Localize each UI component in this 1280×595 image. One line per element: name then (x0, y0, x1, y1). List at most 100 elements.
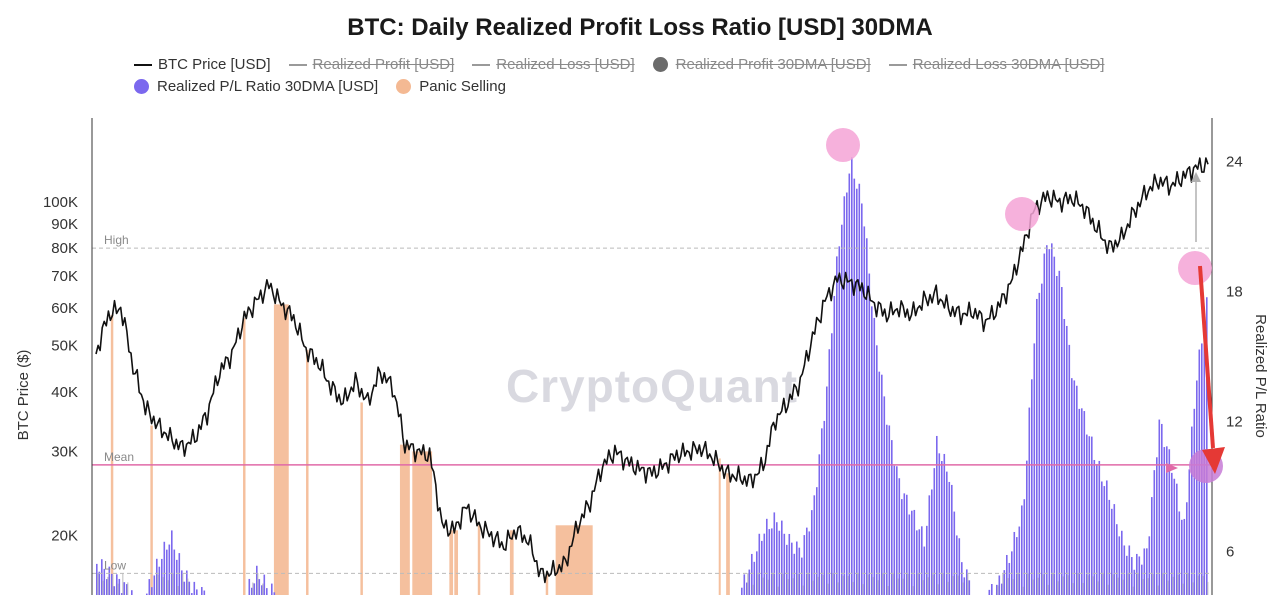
profit-shadow-bar (1092, 576, 1094, 595)
ratio-bar (1091, 436, 1093, 595)
ratio-bar (1181, 519, 1183, 595)
ratio-bar (888, 425, 891, 595)
ratio-bar (193, 581, 196, 595)
ratio-bar (988, 589, 991, 595)
ratio-bar (1066, 325, 1068, 595)
profit-shadow-bar (887, 586, 889, 595)
ratio-bar (766, 518, 768, 595)
ratio-bar (826, 386, 828, 595)
ratio-bar (203, 590, 206, 595)
ratio-bar (1123, 545, 1126, 595)
profit-shadow-bar (127, 582, 129, 595)
legend-dot-icon (652, 57, 668, 72)
ratio-bar (126, 584, 128, 595)
ratio-bar (813, 495, 816, 595)
profit-shadow-bar (897, 578, 899, 595)
ratio-bar (921, 526, 923, 595)
ratio-bar (951, 484, 953, 595)
profit-shadow-bar (787, 579, 789, 595)
highlight-circle (1178, 251, 1212, 285)
ratio-bar (1043, 253, 1046, 595)
ratio-bar (928, 495, 931, 595)
ratio-bar (958, 538, 961, 595)
ratio-bar (1003, 570, 1006, 595)
ratio-bar (1148, 536, 1151, 595)
ratio-bar (1028, 407, 1031, 595)
ratio-bar (931, 489, 933, 595)
profit-shadow-bar (1122, 579, 1124, 595)
ratio-bar (926, 525, 928, 595)
ratio-bar (1013, 531, 1016, 595)
ratio-bar (773, 512, 776, 595)
legend-btc-price[interactable]: BTC Price [USD] (134, 56, 271, 73)
ratio-bar (106, 579, 108, 595)
ratio-bar (828, 349, 831, 595)
legend-realized-loss[interactable]: Realized Loss [USD] (472, 56, 635, 73)
ratio-bar (168, 544, 171, 595)
ratio-bar (1086, 434, 1088, 595)
ratio-bar (1173, 478, 1176, 595)
profit-shadow-bar (817, 576, 819, 595)
profit-shadow-bar (112, 574, 114, 595)
profit-shadow-bar (1082, 582, 1084, 595)
profit-shadow-bar (932, 574, 934, 595)
ratio-bar (1033, 343, 1036, 595)
ratio-bar (131, 590, 133, 595)
ratio-bar (148, 579, 151, 595)
profit-shadow-bar (1202, 575, 1204, 595)
profit-shadow-bar (1037, 577, 1039, 595)
ratio-bar (868, 273, 871, 595)
ratio-bar (996, 584, 998, 595)
panic-band (509, 530, 514, 595)
ratio-bar (1096, 464, 1098, 595)
legend-panic-selling[interactable]: Panic Selling (396, 78, 506, 95)
profit-shadow-bar (832, 573, 834, 595)
panic-band (110, 314, 114, 595)
ratio-bar (911, 510, 913, 595)
left-tick-label: 70K (51, 268, 78, 285)
ratio-bar (1106, 480, 1108, 595)
profit-shadow-bar (937, 584, 939, 595)
right-tick-label: 18 (1226, 283, 1243, 300)
profit-shadow-bar (942, 573, 944, 595)
legend-realized-loss-30dma[interactable]: Realized Loss 30DMA [USD] (888, 56, 1104, 73)
ratio-bar (743, 574, 746, 595)
ratio-bar (253, 583, 256, 595)
ratio-bar (196, 589, 198, 595)
ratio-bar (1023, 499, 1026, 595)
left-axis-title: BTC Price ($) (15, 350, 32, 441)
ratio-bar (963, 577, 966, 595)
profit-shadow-bar (862, 584, 864, 595)
profit-shadow-bar (252, 582, 254, 595)
ratio-bar (1073, 380, 1076, 595)
legend-realized-profit-30dma[interactable]: Realized Profit 30DMA [USD] (652, 56, 871, 73)
ratio-bar (1001, 583, 1003, 595)
legend-realized-profit[interactable]: Realized Profit [USD] (288, 56, 454, 73)
ratio-bar (956, 535, 958, 595)
panic-band (412, 451, 433, 595)
ratio-bar (1128, 545, 1131, 595)
legend-line-icon (288, 63, 307, 66)
ratio-bar (1018, 526, 1021, 595)
profit-shadow-bar (762, 577, 764, 595)
ratio-bar (1133, 569, 1136, 595)
profit-shadow-bar (837, 582, 839, 595)
legend-pl-ratio-30dma[interactable]: Realized P/L Ratio 30DMA [USD] (134, 78, 378, 95)
ratio-bar (923, 546, 926, 595)
ratio-bar (163, 541, 166, 595)
ratio-bar (103, 568, 106, 595)
ratio-bar (1111, 508, 1113, 595)
ratio-bar (948, 481, 951, 595)
ratio-bar (156, 558, 158, 595)
panic-band (454, 530, 459, 595)
ratio-bar (918, 529, 921, 595)
profit-shadow-bar (1112, 574, 1114, 595)
ratio-bar (811, 510, 813, 595)
ratio-bar (1026, 460, 1028, 595)
axes: 20K 30K 40K 50K 60K 70K 80K 90K 100K 6 12 18 24 BTC P… (15, 118, 1269, 595)
ratio-bar (991, 584, 993, 595)
profit-shadow-bar (1142, 579, 1144, 595)
profit-shadow-bar (122, 573, 124, 595)
profit-shadow-bar (1207, 581, 1209, 595)
ratio-bar (201, 587, 203, 595)
